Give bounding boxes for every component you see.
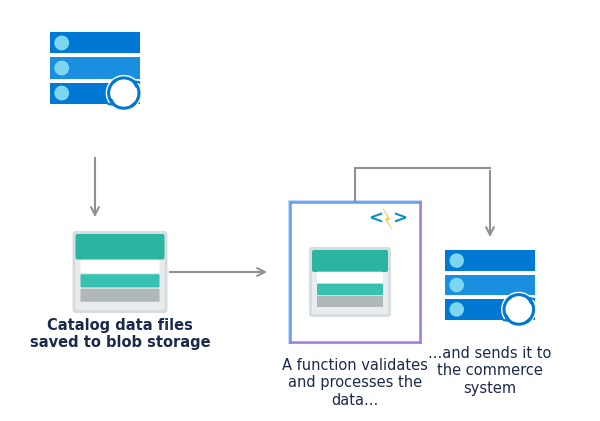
Circle shape (502, 293, 536, 326)
Circle shape (450, 303, 463, 316)
FancyBboxPatch shape (445, 275, 535, 295)
FancyBboxPatch shape (50, 32, 140, 53)
Text: A function validates
and processes the
data...: A function validates and processes the d… (282, 358, 428, 408)
FancyBboxPatch shape (50, 83, 140, 104)
Circle shape (450, 278, 463, 292)
FancyBboxPatch shape (312, 250, 388, 272)
FancyBboxPatch shape (309, 247, 391, 317)
FancyBboxPatch shape (80, 260, 160, 273)
Text: ...and sends it to
the commerce
system: ...and sends it to the commerce system (428, 346, 551, 396)
Text: <: < (368, 210, 383, 228)
Circle shape (55, 36, 68, 50)
FancyBboxPatch shape (317, 272, 383, 283)
Circle shape (55, 61, 68, 75)
Circle shape (450, 254, 463, 267)
FancyBboxPatch shape (317, 296, 383, 307)
Polygon shape (383, 208, 392, 230)
FancyBboxPatch shape (290, 202, 420, 342)
FancyBboxPatch shape (445, 299, 535, 320)
FancyBboxPatch shape (288, 200, 422, 344)
Text: >: > (392, 210, 407, 228)
FancyBboxPatch shape (312, 250, 388, 314)
Text: Catalog data files
saved to blob storage: Catalog data files saved to blob storage (29, 318, 211, 350)
FancyBboxPatch shape (80, 274, 160, 288)
FancyBboxPatch shape (317, 284, 383, 295)
FancyBboxPatch shape (76, 234, 164, 260)
FancyBboxPatch shape (50, 58, 140, 79)
Circle shape (55, 86, 68, 100)
FancyBboxPatch shape (76, 234, 164, 310)
FancyBboxPatch shape (445, 250, 535, 271)
FancyBboxPatch shape (73, 231, 167, 313)
Circle shape (106, 76, 141, 110)
FancyBboxPatch shape (80, 289, 160, 302)
